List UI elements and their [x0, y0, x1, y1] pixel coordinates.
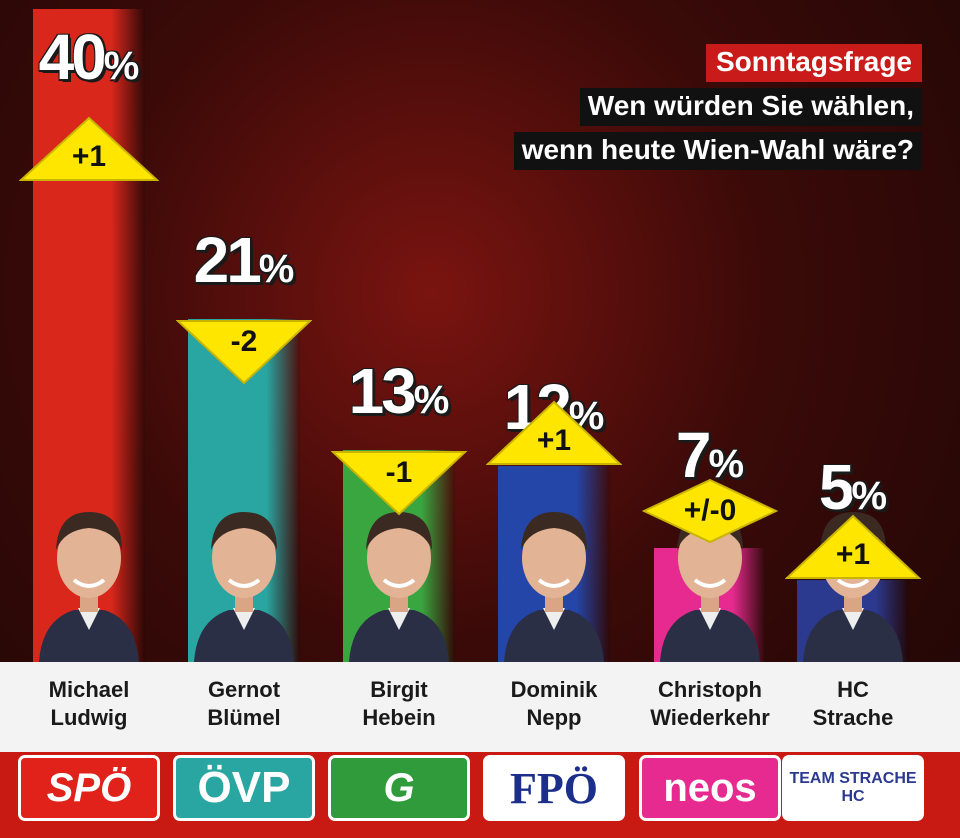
party-logo-6: TEAM STRACHE HC — [785, 758, 921, 818]
candidate-last-name: Nepp — [526, 705, 582, 730]
percent-label-3: 13% — [309, 354, 489, 428]
change-label-3: -1 — [385, 455, 413, 489]
candidate-name-2: Gernot Blümel — [164, 676, 324, 732]
party-logo-3: G — [331, 758, 467, 818]
change-label-4: +1 — [536, 424, 572, 458]
candidate-last-name: Wiederkehr — [650, 705, 770, 730]
candidate-first-name: Michael — [48, 677, 130, 702]
party-logo-5: neos — [642, 758, 778, 818]
candidate-name-6: HC Strache — [773, 676, 933, 732]
candidate-first-name: Gernot — [207, 677, 281, 702]
percent-sign-2: % — [258, 247, 295, 292]
party-logo-2: ÖVP — [176, 758, 312, 818]
candidate-first-name: Birgit — [370, 677, 428, 702]
percent-label-6: 5% — [763, 450, 943, 524]
candidate-photo-3 — [344, 500, 454, 662]
candidate-name-4: Dominik Nepp — [474, 676, 634, 732]
percent-value-3: 13 — [348, 354, 417, 427]
change-marker-5 — [642, 478, 778, 544]
percent-sign-5: % — [708, 441, 745, 486]
percent-value-6: 5 — [818, 451, 855, 524]
chart-title-box: Sonntagsfrage Wen würden Sie wählen, wen… — [513, 44, 922, 170]
percent-value-1: 40 — [38, 21, 107, 93]
change-marker-4 — [486, 400, 622, 466]
candidate-first-name: Christoph — [658, 677, 762, 702]
candidate-last-name: Hebein — [362, 705, 436, 730]
party-logo-1: SPÖ — [21, 758, 157, 818]
change-label-6: +1 — [835, 538, 871, 572]
candidate-last-name: Blümel — [207, 705, 281, 730]
candidate-photo-1 — [34, 500, 144, 662]
chart-subtitle-line-2: wenn heute Wien-Wahl wäre? — [513, 132, 922, 170]
candidate-photo-2 — [189, 500, 299, 662]
change-label-1: +1 — [71, 140, 107, 173]
change-marker-1 — [19, 116, 159, 182]
candidate-first-name: Dominik — [510, 677, 598, 702]
candidate-name-3: Birgit Hebein — [319, 676, 479, 732]
change-label-5: +/-0 — [683, 493, 737, 527]
candidate-name-5: Christoph Wiederkehr — [630, 676, 790, 732]
candidate-last-name: Ludwig — [50, 705, 128, 730]
candidate-photo-4 — [499, 500, 609, 662]
percent-sign-1: % — [103, 44, 140, 88]
percent-label-1: 40% — [0, 20, 179, 94]
change-label-2: -2 — [230, 325, 258, 359]
chart-subtitle-line-1: Wen würden Sie wählen, — [579, 88, 922, 126]
name-strip — [0, 662, 960, 752]
candidate-first-name: HC — [837, 677, 869, 702]
percent-value-2: 21 — [193, 224, 262, 297]
chart-title: Sonntagsfrage — [705, 44, 922, 82]
change-marker-6 — [785, 514, 921, 580]
change-marker-2 — [176, 319, 312, 385]
percent-label-5: 7% — [620, 418, 800, 492]
candidate-last-name: Strache — [812, 705, 894, 730]
candidate-name-1: Michael Ludwig — [9, 676, 169, 732]
percent-sign-3: % — [413, 377, 450, 422]
percent-value-5: 7 — [675, 418, 712, 491]
party-logo-4: FPÖ — [486, 758, 622, 818]
percent-sign-6: % — [851, 474, 888, 519]
change-marker-3 — [331, 450, 467, 516]
percent-label-2: 21% — [154, 223, 334, 297]
